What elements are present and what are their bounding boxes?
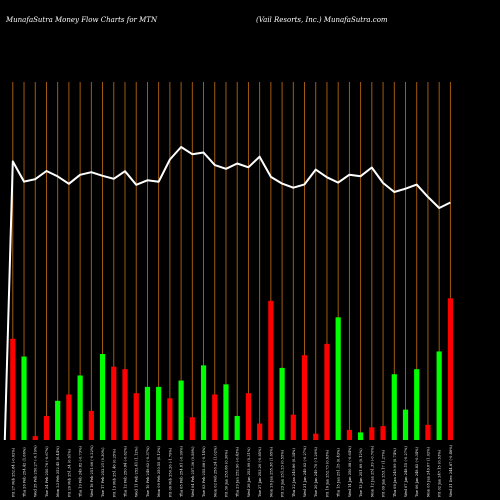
x-tick-label: Wed 18 Feb 251.66 (-0.22%) — [90, 445, 94, 497]
x-tick-label: Mon 05 Jan 249.67 (1.02%) — [426, 446, 430, 497]
x-tick-label: Wed 21 Jan 249.02 (-0.27%) — [303, 446, 307, 497]
money-flow-bar — [369, 427, 375, 440]
x-tick-label: Wed 28 Jan 253.99 (0.31%) — [247, 447, 251, 497]
x-tick-label: Tue 13 Jan 251.69 (0.12%) — [359, 448, 363, 497]
money-flow-bar — [133, 393, 139, 440]
money-flow-bar — [436, 351, 442, 440]
x-tick-label: Mon 02 Feb 256.24 (1.02%) — [213, 446, 217, 497]
x-tick-label: Wed 11 Feb 252.41 (1.12%) — [135, 446, 139, 497]
money-flow-bar — [447, 298, 453, 440]
money-flow-bar — [301, 355, 308, 440]
x-tick-label: Thu 15 Jan 251.15 (0.43%) — [337, 448, 341, 497]
money-flow-bar — [380, 426, 386, 440]
x-tick-label: Thu 05 Feb 254.81 (-0.99%) — [180, 446, 184, 497]
money-flow-bar — [77, 375, 83, 440]
money-flow-bar — [324, 343, 330, 440]
x-tick-label: Tue 17 Feb 252.21 (0.30%) — [101, 447, 105, 497]
money-flow-bar — [223, 384, 229, 440]
money-flow-bar — [10, 338, 16, 440]
money-flow-bar — [268, 300, 274, 440]
money-flow-bar — [234, 415, 240, 440]
x-tick-label: Thu 22 Jan 249.86 (0.34%) — [292, 448, 296, 497]
money-flow-bar — [245, 393, 252, 440]
money-flow-bar — [178, 380, 184, 440]
x-tick-label: Tue 03 Feb 255.88 (-0.14%) — [202, 446, 206, 497]
x-tick-label: Thu 08 Jan 249.99 (0.74%) — [393, 448, 397, 497]
x-tick-label: Mon 09 Feb 250.55 (0.12%) — [157, 446, 161, 497]
x-tick-label: Mon 23 Feb 252.45 (0.44%) — [56, 446, 60, 497]
chart-subtitle: (Vail Resorts, Inc.) MunafaSutra.com — [256, 16, 388, 24]
money-flow-bar — [335, 317, 341, 440]
money-flow-bar — [313, 433, 319, 440]
x-tick-label: Tue 27 Jan 253.20 (-0.85%) — [258, 447, 262, 497]
money-flow-bar — [189, 417, 195, 440]
money-flow-bar — [122, 369, 128, 440]
x-tick-label: Wed 31 Dec 244.87 (-0.46%) — [449, 444, 453, 497]
money-flow-bar — [212, 394, 218, 440]
x-tick-label: Fri 02 Jan 247.15 (0.93%) — [438, 449, 442, 497]
money-flow-bar — [200, 365, 207, 440]
x-tick-label: Fri 27 Feb 252.84 (-0.62%) — [11, 447, 15, 497]
money-flow-bar — [425, 424, 431, 440]
money-flow-bar — [358, 432, 364, 440]
x-tick-label: Thu 29 Jan 252.90 (-0.43%) — [236, 446, 240, 497]
x-tick-label: Tue 24 Feb 250.76 (-0.67%) — [45, 446, 49, 497]
money-flow-bar — [21, 356, 27, 440]
money-flow-bar — [414, 369, 420, 440]
x-tick-label: Tue 06 Jan 248.82 (-0.34%) — [415, 447, 419, 497]
price-line-group — [3, 146, 451, 441]
money-flow-bar — [391, 374, 397, 440]
x-tick-label: Wed 04 Feb 257.36 (0.58%) — [191, 446, 195, 497]
money-flow-bar — [156, 386, 162, 440]
money-flow-bar — [55, 400, 61, 440]
chart-title: MunafaSutra Money Flow Charts for MTN — [5, 16, 158, 24]
x-tick-label: Tue 20 Jan 249.70 (-1.20%) — [314, 447, 318, 497]
x-tick-label: Wed 14 Jan 250.08 (-0.64%) — [348, 446, 352, 497]
x-tick-label: Thu 19 Feb 249.82 (-0.73%) — [79, 446, 83, 497]
x-tick-label: Fri 23 Jan 251.23 (0.55%) — [281, 449, 285, 497]
money-flow-bar — [257, 423, 263, 440]
money-flow-bar — [346, 429, 352, 440]
x-tick-label: Mon 12 Jan 251.39 (-0.70%) — [370, 445, 374, 497]
x-tick-label: Fri 09 Jan 253.17 (1.27%) — [382, 449, 386, 497]
x-tick-label: Fri 30 Jan 253.66 (0.30%) — [224, 449, 228, 497]
x-tick-labels: Fri 27 Feb 252.84 (-0.62%) Thu 26 Feb 254… — [11, 444, 453, 497]
money-flow-bar — [279, 367, 285, 440]
money-flow-bar — [99, 353, 106, 440]
x-tick-label: Wed 25 Feb 250.27 (-0.19%) — [34, 445, 38, 497]
x-tick-label: Fri 16 Jan 252.73 (0.63%) — [325, 449, 329, 497]
money-flow-bars — [10, 298, 453, 440]
money-flow-bar — [167, 398, 173, 440]
x-tick-label: Mon 26 Jan 255.38 (1.65%) — [269, 446, 273, 497]
money-flow-bar — [43, 415, 50, 440]
x-tick-label: Wed 07 Jan 248.15 (-0.27%) — [404, 446, 408, 497]
x-tick-label: Thu 12 Feb 250.84 (-0.62%) — [124, 446, 128, 497]
money-flow-bar — [290, 414, 296, 440]
money-flow-bar — [111, 366, 117, 440]
x-tick-label: Thu 26 Feb 254.42 (1.66%) — [23, 447, 27, 497]
money-flow-bar — [66, 394, 72, 440]
x-tick-label: Fri 20 Feb 251.34 (0.61%) — [67, 448, 71, 497]
x-tick-label: Fri 13 Feb 251.46 (0.25%) — [112, 448, 116, 497]
money-flow-bar — [88, 410, 94, 440]
x-tick-label: Tue 10 Feb 249.62 (-0.37%) — [146, 446, 150, 497]
x-tick-label: Fri 06 Feb 250.26 (-1.79%) — [168, 447, 172, 497]
money-flow-bar — [144, 386, 151, 440]
money-flow-bar — [402, 409, 409, 440]
money-flow-bar — [32, 436, 38, 440]
